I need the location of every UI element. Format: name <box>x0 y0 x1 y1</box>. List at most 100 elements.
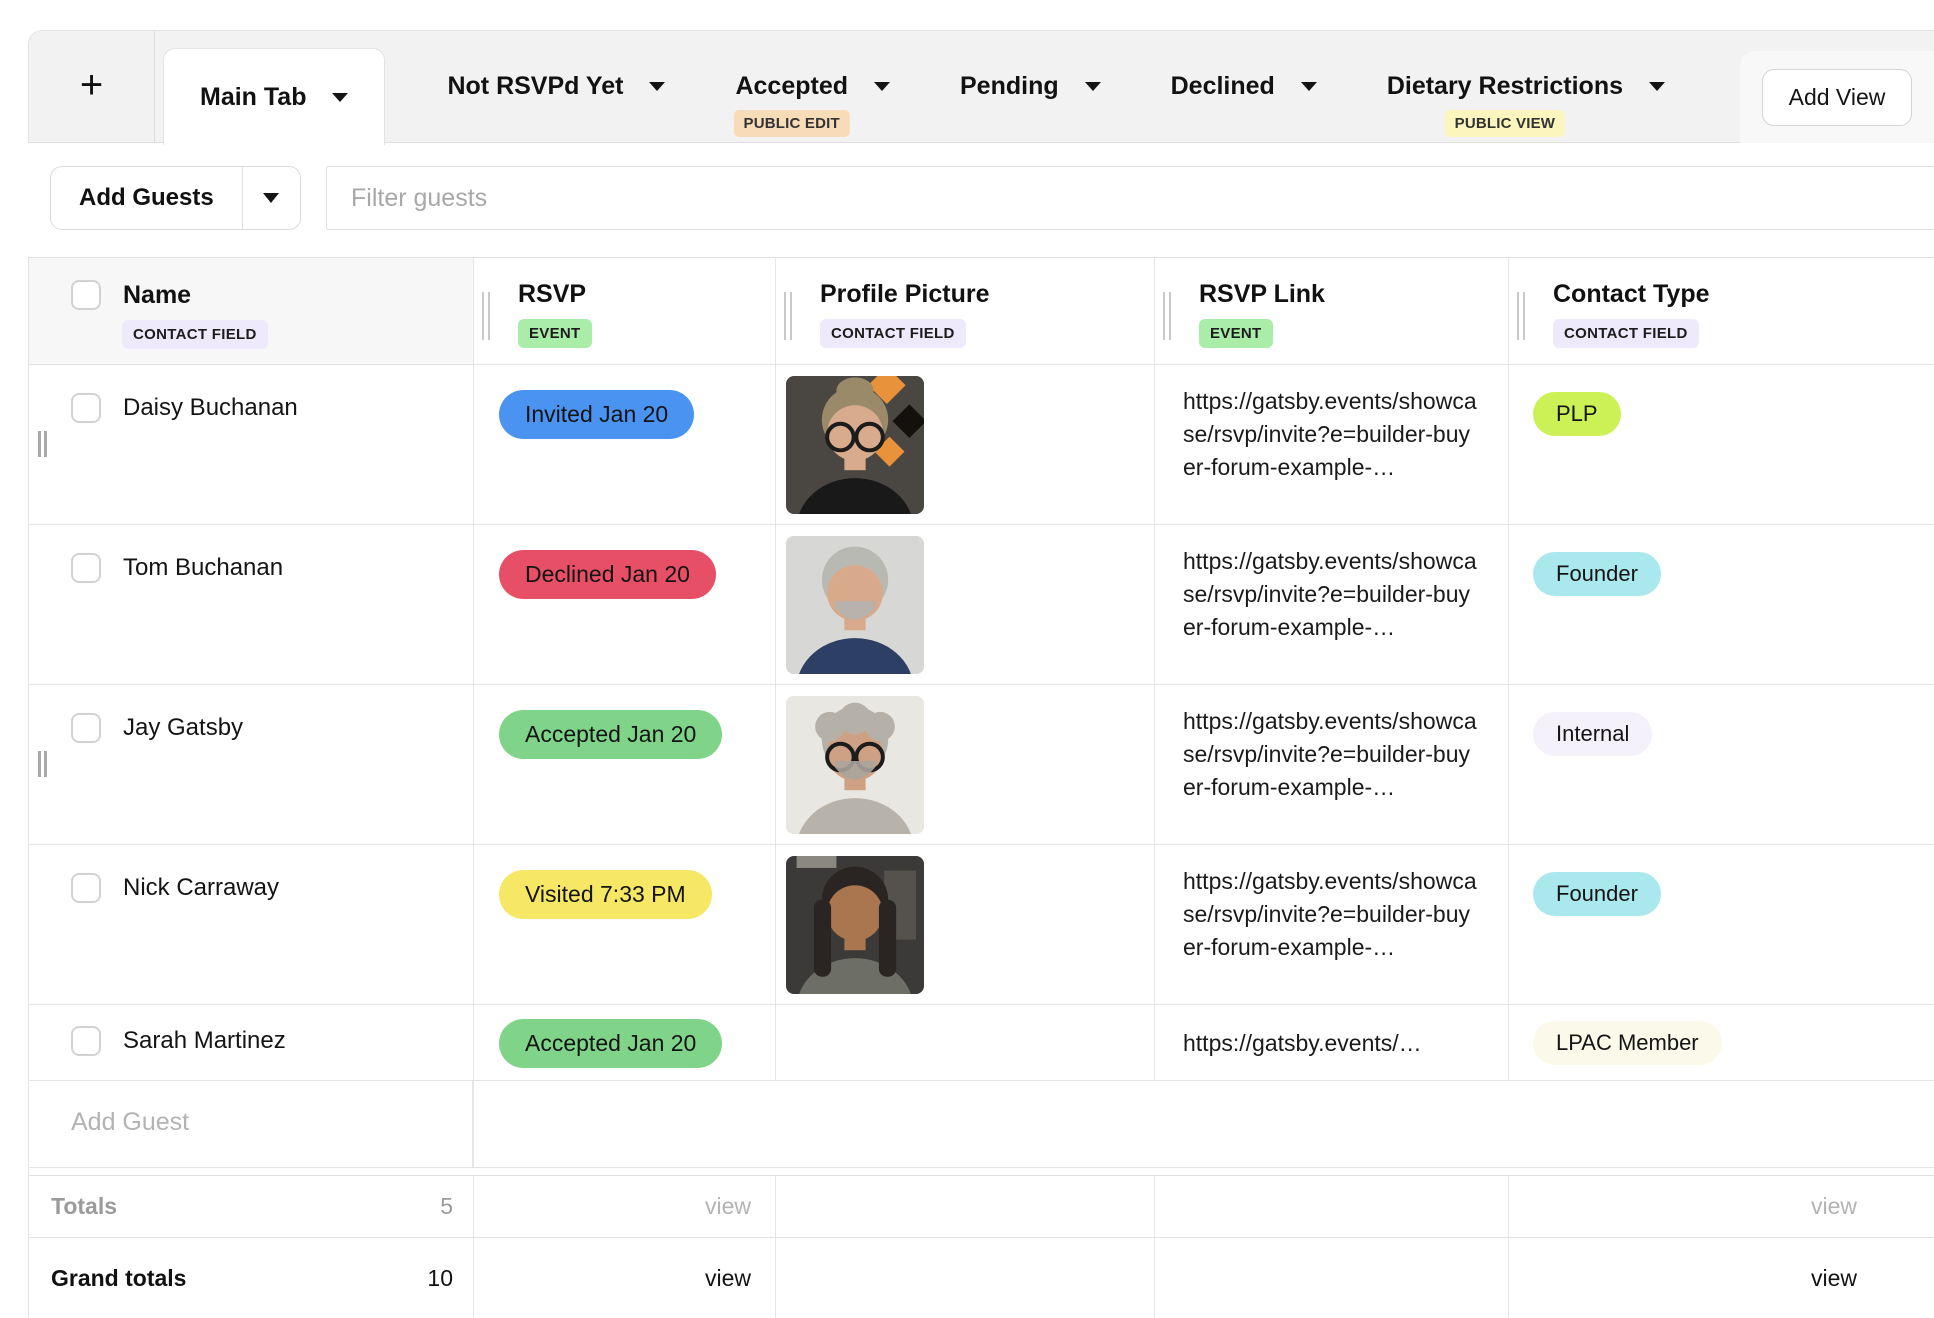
rsvp-link[interactable]: https://gatsby.events/showcase/rsvp/invi… <box>1183 548 1477 640</box>
tab-label: Main Tab <box>200 82 307 111</box>
rsvp-link-cell[interactable]: https://gatsby.events/showcase/rsvp/invi… <box>1154 845 1508 1004</box>
column-title: Contact Type <box>1553 280 1710 308</box>
name-cell[interactable]: Jay Gatsby <box>29 685 473 844</box>
column-tag-badge: CONTACT FIELD <box>820 319 966 348</box>
rsvp-status-pill[interactable]: Declined Jan 20 <box>499 550 716 599</box>
filter-guests-input[interactable] <box>326 166 1934 230</box>
rsvp-cell[interactable]: Invited Jan 20 <box>473 365 775 524</box>
row-checkbox[interactable] <box>71 1026 101 1056</box>
guest-name: Nick Carraway <box>123 874 280 901</box>
contact-type-cell[interactable]: Founder <box>1508 525 1934 684</box>
grand-totals-contact-cell: view <box>1508 1238 1934 1318</box>
tab-pending[interactable]: Pending <box>952 31 1109 142</box>
rsvp-link-cell[interactable]: https://gatsby.events/showcase/rsvp/invi… <box>1154 685 1508 844</box>
totals-contact-view-link[interactable]: view <box>1810 1193 1857 1219</box>
rsvp-cell[interactable]: Visited 7:33 PM <box>473 845 775 1004</box>
contact-type-pill[interactable]: PLP <box>1533 392 1621 436</box>
add-tab-button[interactable]: + <box>29 31 155 142</box>
rsvp-status-pill[interactable]: Accepted Jan 20 <box>499 710 723 759</box>
tab-label: Declined <box>1170 72 1275 100</box>
rsvp-status-pill[interactable]: Invited Jan 20 <box>499 390 695 439</box>
rsvp-link-cell[interactable]: https://gatsby.events/showcase/rsvp/invi… <box>1154 525 1508 684</box>
rsvp-cell[interactable]: Accepted Jan 20 <box>473 685 775 844</box>
rsvp-cell[interactable]: Accepted Jan 20 <box>473 1005 775 1080</box>
column-resize-handle[interactable] <box>1163 292 1173 340</box>
rsvp-link[interactable]: https://gatsby.events/showcase/rsvp/invi… <box>1183 708 1477 800</box>
rsvp-link-cell[interactable]: https://gatsby.events/showcase/rsvp/invi… <box>1154 365 1508 524</box>
contact-type-cell[interactable]: Internal <box>1508 685 1934 844</box>
chevron-down-icon[interactable] <box>1300 82 1317 91</box>
chevron-down-icon[interactable] <box>874 82 890 91</box>
row-checkbox[interactable] <box>71 553 101 583</box>
profile-picture-cell[interactable] <box>775 845 1154 1004</box>
chevron-down-icon[interactable] <box>332 92 349 102</box>
column-header-name[interactable]: Name CONTACT FIELD <box>29 258 473 364</box>
select-all-checkbox[interactable] <box>71 280 101 310</box>
tab-declined[interactable]: Declined <box>1163 31 1325 142</box>
grand-totals-name-cell: Grand totals 10 <box>29 1238 473 1318</box>
profile-picture-cell[interactable] <box>775 685 1154 844</box>
add-view-panel: Add View <box>1740 51 1934 143</box>
column-resize-handle[interactable] <box>1517 292 1527 340</box>
row-drag-handle[interactable] <box>38 431 48 457</box>
contact-type-cell[interactable]: Founder <box>1508 845 1934 1004</box>
tab-dietary-restrictions[interactable]: Dietary Restrictions PUBLIC VIEW <box>1379 31 1673 142</box>
rsvp-link-cell[interactable]: https://gatsby.events/… <box>1154 1005 1508 1080</box>
column-header-profile-picture[interactable]: Profile Picture CONTACT FIELD <box>775 258 1154 364</box>
row-checkbox[interactable] <box>71 873 101 903</box>
column-resize-handle[interactable] <box>784 292 794 340</box>
totals-rsvp-view-link[interactable]: view <box>704 1193 751 1219</box>
contact-type-pill[interactable]: Founder <box>1533 872 1661 916</box>
grand-totals-rsvp-view-link[interactable]: view <box>704 1264 751 1291</box>
column-header-rsvp[interactable]: RSVP EVENT <box>473 258 775 364</box>
chevron-down-icon[interactable] <box>1649 82 1666 91</box>
profile-picture-cell[interactable] <box>775 1005 1154 1080</box>
row-drag-handle[interactable] <box>38 751 48 777</box>
column-tag-badge: EVENT <box>1199 319 1273 348</box>
chevron-down-icon[interactable] <box>649 82 666 91</box>
add-view-button[interactable]: Add View <box>1761 68 1913 126</box>
tab-label: Accepted <box>735 72 848 100</box>
column-resize-handle[interactable] <box>482 292 492 340</box>
totals-gap <box>29 1168 1934 1176</box>
row-checkbox[interactable] <box>71 393 101 423</box>
tab-main-tab[interactable]: Main Tab <box>163 48 386 145</box>
name-cell[interactable]: Sarah Martinez <box>29 1005 473 1080</box>
profile-picture-cell[interactable] <box>775 525 1154 684</box>
totals-link-cell <box>1154 1176 1508 1237</box>
tab-label: Pending <box>960 72 1059 100</box>
profile-picture-cell[interactable] <box>775 365 1154 524</box>
rsvp-link[interactable]: https://gatsby.events/showcase/rsvp/invi… <box>1183 388 1477 480</box>
public-view-badge: PUBLIC VIEW <box>1444 110 1566 137</box>
totals-name-cell: Totals 5 <box>29 1176 473 1237</box>
add-guest-cell[interactable]: Add Guest <box>29 1081 473 1167</box>
add-guests-button[interactable]: Add Guests <box>50 166 301 230</box>
rsvp-link[interactable]: https://gatsby.events/… <box>1183 1030 1422 1056</box>
column-header-contact-type[interactable]: Contact Type CONTACT FIELD <box>1508 258 1934 364</box>
name-cell[interactable]: Nick Carraway <box>29 845 473 1004</box>
contact-type-pill[interactable]: Founder <box>1533 552 1661 596</box>
add-guests-label: Add Guests <box>79 184 214 211</box>
column-title: Profile Picture <box>820 280 990 308</box>
table-row: Nick Carraway Visited 7:33 PM https://ga… <box>29 845 1934 1005</box>
contact-type-pill[interactable]: LPAC Member <box>1533 1021 1722 1065</box>
grand-totals-contact-view-link[interactable]: view <box>1810 1264 1857 1291</box>
rsvp-status-pill[interactable]: Visited 7:33 PM <box>499 870 712 919</box>
contact-type-cell[interactable]: PLP <box>1508 365 1934 524</box>
name-cell[interactable]: Tom Buchanan <box>29 525 473 684</box>
row-checkbox[interactable] <box>71 713 101 743</box>
tab-accepted[interactable]: Accepted PUBLIC EDIT <box>727 31 898 142</box>
tab-not-rsvpd-yet[interactable]: Not RSVPd Yet <box>439 31 673 142</box>
plus-icon: + <box>79 62 104 107</box>
column-header-rsvp-link[interactable]: RSVP Link EVENT <box>1154 258 1508 364</box>
rsvp-cell[interactable]: Declined Jan 20 <box>473 525 775 684</box>
contact-type-cell[interactable]: LPAC Member <box>1508 1005 1934 1080</box>
add-guests-dropdown[interactable] <box>241 167 300 229</box>
table-row: Tom Buchanan Declined Jan 20 https://gat… <box>29 525 1934 685</box>
rsvp-status-pill[interactable]: Accepted Jan 20 <box>499 1019 723 1068</box>
add-guest-row[interactable]: Add Guest <box>29 1081 1934 1168</box>
chevron-down-icon[interactable] <box>1084 82 1101 91</box>
name-cell[interactable]: Daisy Buchanan <box>29 365 473 524</box>
contact-type-pill[interactable]: Internal <box>1533 712 1653 756</box>
rsvp-link[interactable]: https://gatsby.events/showcase/rsvp/invi… <box>1183 868 1477 960</box>
